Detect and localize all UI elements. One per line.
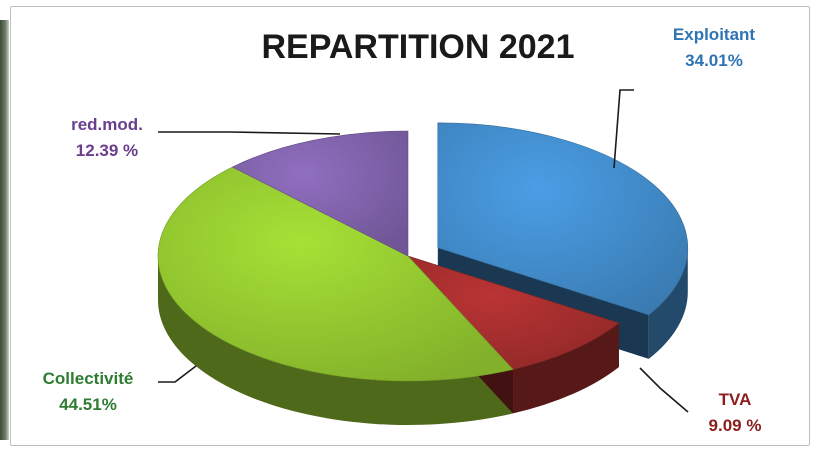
chart-title: REPARTITION 2021 [261,28,574,66]
leader-line [639,367,689,413]
slice-side [648,247,688,359]
slice-label-value: 34.01% [685,51,743,70]
slice-label-value: 12.39 % [76,141,138,160]
slice-label-name: Collectivité [43,369,134,388]
slice-side [513,323,619,414]
pie-slice-exploitant [437,122,689,316]
slice-label-name: red.mod. [71,115,143,134]
left-edge-strip [0,20,9,440]
leader-line [613,89,634,169]
pie-slice-collectivit- [157,166,514,382]
leader-line [158,131,341,135]
pie-slices [157,122,689,426]
leader-line [158,365,197,383]
pie-slice-tva [407,255,620,370]
slice-label-value: 44.51% [59,395,117,414]
pie-slice-red-mod- [231,130,409,257]
slice-label-name: TVA [719,390,752,409]
slice-side [158,256,514,426]
slice-label-name: Exploitant [673,25,756,44]
pie-labels: Exploitant 34.01% TVA 9.09 % Collectivité 44.… [43,25,762,435]
slice-label-value: 9.09 % [709,416,762,435]
chart-border [10,6,810,446]
